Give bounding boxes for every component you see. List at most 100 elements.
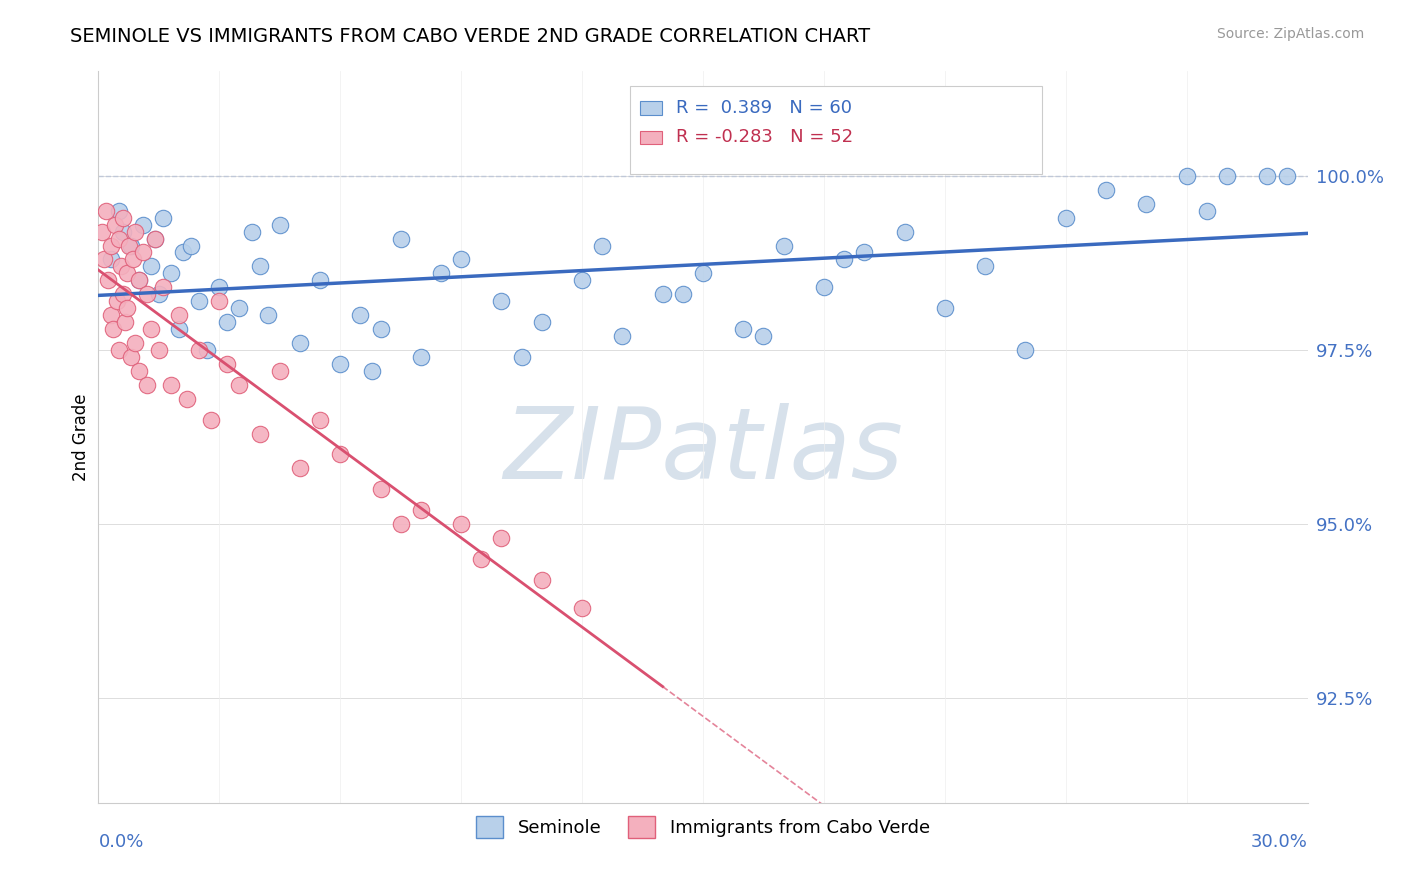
Point: [124, 225, 146, 239]
Point: [853, 245, 876, 260]
Point: [893, 225, 915, 239]
Point: [510, 350, 533, 364]
Point: [101, 322, 124, 336]
Point: [135, 377, 157, 392]
Point: [115, 266, 138, 280]
Point: [288, 461, 311, 475]
Point: [692, 266, 714, 280]
Point: [349, 308, 371, 322]
Point: [132, 218, 155, 232]
Point: [491, 531, 513, 545]
Text: R = -0.283   N = 52: R = -0.283 N = 52: [676, 128, 853, 146]
Point: [256, 308, 278, 322]
Point: [135, 287, 157, 301]
Point: [530, 573, 553, 587]
Point: [172, 245, 194, 260]
Point: [217, 315, 239, 329]
Point: [100, 308, 122, 322]
Point: [309, 412, 332, 426]
Point: [180, 238, 202, 252]
Point: [612, 329, 634, 343]
Point: [128, 364, 150, 378]
Point: [240, 225, 263, 239]
Point: [974, 260, 997, 274]
Point: [114, 315, 136, 329]
Point: [111, 287, 134, 301]
Point: [813, 280, 835, 294]
Point: [143, 231, 166, 245]
Point: [115, 301, 138, 316]
Point: [832, 252, 855, 267]
Point: [288, 336, 311, 351]
Point: [100, 252, 122, 267]
Legend: Seminole, Immigrants from Cabo Verde: Seminole, Immigrants from Cabo Verde: [468, 808, 938, 845]
Point: [124, 336, 146, 351]
Point: [1095, 183, 1118, 197]
Point: [188, 343, 211, 357]
Point: [1054, 211, 1077, 225]
FancyBboxPatch shape: [640, 130, 662, 144]
Text: SEMINOLE VS IMMIGRANTS FROM CABO VERDE 2ND GRADE CORRELATION CHART: SEMINOLE VS IMMIGRANTS FROM CABO VERDE 2…: [70, 27, 870, 45]
Point: [176, 392, 198, 406]
Point: [160, 377, 183, 392]
Point: [591, 238, 613, 252]
Point: [269, 218, 291, 232]
Point: [1135, 196, 1157, 211]
Point: [105, 294, 128, 309]
Point: [217, 357, 239, 371]
Point: [100, 238, 122, 252]
Point: [370, 483, 392, 497]
Point: [228, 377, 250, 392]
Text: 0.0%: 0.0%: [98, 833, 143, 851]
Point: [228, 301, 250, 316]
Point: [1256, 169, 1278, 183]
Point: [167, 322, 190, 336]
Point: [128, 273, 150, 287]
Point: [370, 322, 392, 336]
Text: R =  0.389   N = 60: R = 0.389 N = 60: [676, 99, 852, 117]
Point: [491, 294, 513, 309]
Point: [361, 364, 384, 378]
Point: [1277, 169, 1299, 183]
Point: [148, 287, 170, 301]
Point: [139, 260, 162, 274]
Point: [309, 273, 332, 287]
Point: [120, 350, 142, 364]
Point: [110, 260, 132, 274]
Y-axis label: 2nd Grade: 2nd Grade: [72, 393, 90, 481]
Point: [167, 308, 190, 322]
Point: [93, 252, 115, 267]
Point: [97, 273, 120, 287]
Point: [389, 517, 412, 532]
Point: [152, 211, 174, 225]
Point: [752, 329, 775, 343]
Point: [1216, 169, 1239, 183]
Point: [772, 238, 794, 252]
Point: [1175, 169, 1198, 183]
Point: [120, 238, 142, 252]
Point: [389, 231, 412, 245]
Point: [152, 280, 174, 294]
Point: [208, 294, 231, 309]
Point: [200, 412, 222, 426]
Point: [132, 245, 155, 260]
Point: [934, 301, 956, 316]
Point: [450, 252, 472, 267]
Point: [107, 203, 129, 218]
Point: [470, 552, 492, 566]
Point: [329, 448, 352, 462]
FancyBboxPatch shape: [630, 86, 1042, 174]
Point: [733, 322, 755, 336]
Point: [111, 211, 134, 225]
Text: Source: ZipAtlas.com: Source: ZipAtlas.com: [1216, 27, 1364, 41]
Point: [111, 225, 134, 239]
Point: [160, 266, 183, 280]
Point: [103, 218, 125, 232]
Point: [329, 357, 352, 371]
Point: [118, 238, 141, 252]
Point: [121, 252, 143, 267]
Point: [651, 287, 673, 301]
Text: ZIPatlas: ZIPatlas: [503, 403, 903, 500]
Point: [571, 273, 593, 287]
Point: [249, 260, 271, 274]
